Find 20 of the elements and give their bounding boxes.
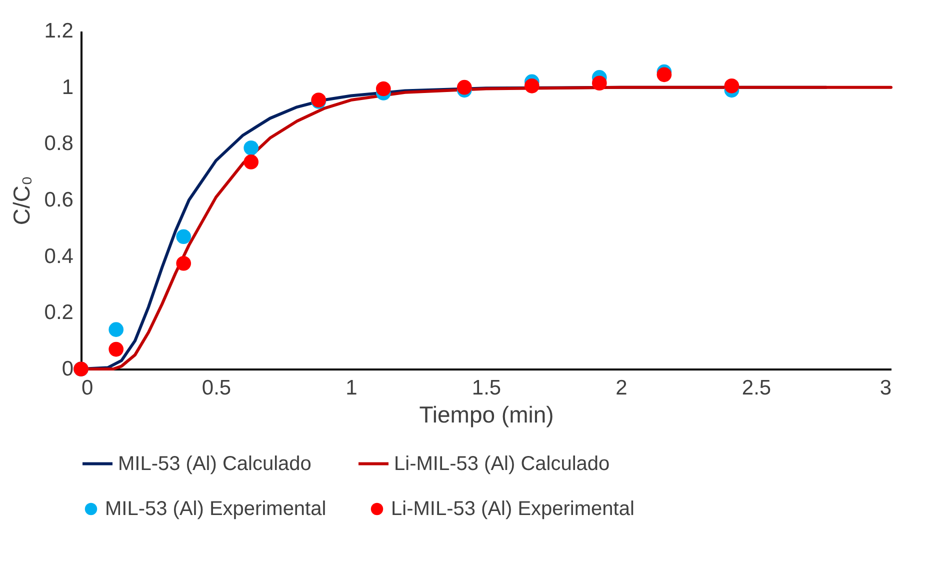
- y-tick-label: 0.2: [44, 301, 74, 324]
- legend-label: Li-MIL-53 (Al) Calculado: [394, 452, 610, 475]
- x-tick-label: 0.5: [202, 376, 232, 400]
- y-tick-label: 1.2: [44, 20, 74, 42]
- y-axis-title: C/C₀: [8, 176, 34, 226]
- x-tick-label: 1.5: [472, 376, 502, 400]
- y-tick-label: 1: [62, 76, 74, 99]
- x-axis-title: Tiempo (min): [419, 402, 554, 428]
- legend-label: Li-MIL-53 (Al) Experimental: [391, 498, 634, 520]
- y-tick-label: 0.6: [44, 188, 74, 212]
- x-tick-label: 3: [880, 376, 892, 400]
- y-tick-label: 0.4: [44, 244, 74, 268]
- x-tick-label: 2.5: [742, 376, 772, 400]
- legend-label: MIL-53 (Al) Calculado: [118, 452, 312, 475]
- x-tick-label: 2: [616, 376, 628, 400]
- x-tick-label: 0: [82, 376, 94, 400]
- x-tick-label: 1: [346, 376, 358, 400]
- legend-label: MIL-53 (Al) Experimental: [105, 498, 326, 520]
- y-tick-label: 0.8: [44, 132, 74, 156]
- y-tick-label: 0: [62, 358, 74, 380]
